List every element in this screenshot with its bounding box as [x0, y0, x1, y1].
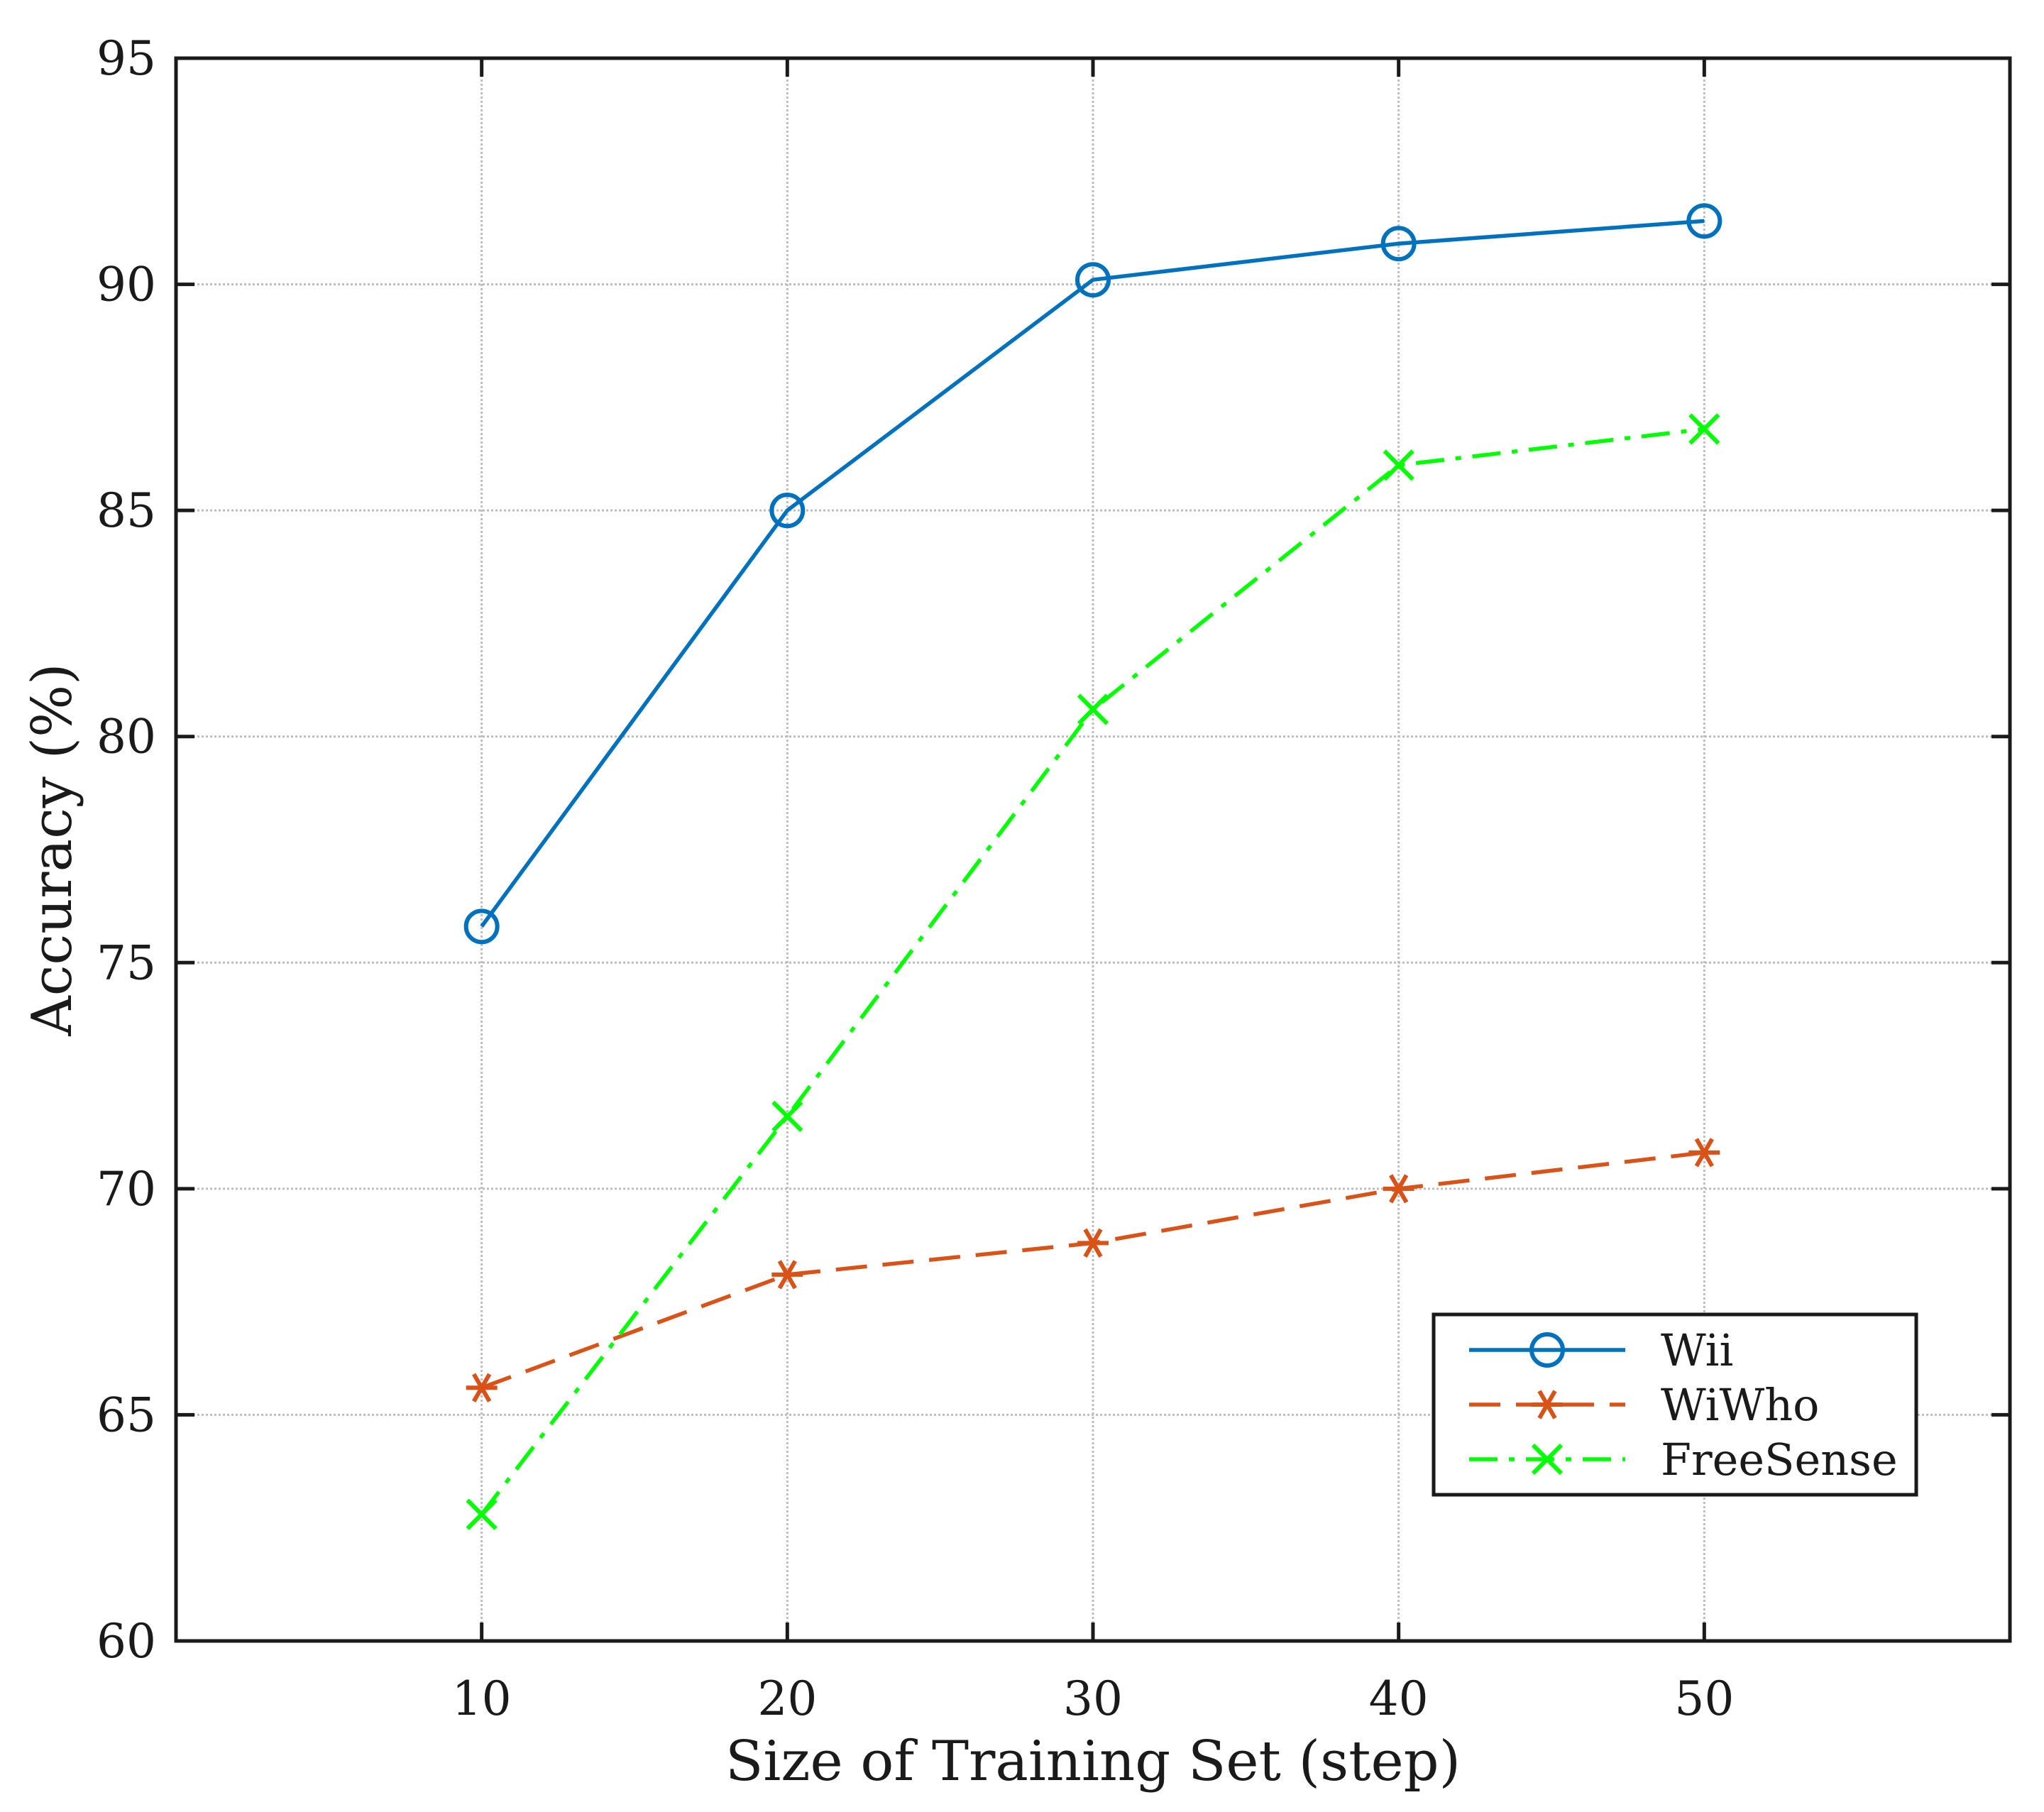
data-point-freesense-stroke [1383, 449, 1414, 481]
y-tick-label: 70 [97, 1162, 156, 1217]
x-tick-label: 40 [1369, 1671, 1429, 1726]
legend-marker-freesense-stroke [1531, 1443, 1564, 1476]
data-point-freesense [466, 1498, 498, 1530]
legend-item-wii: Wii [1469, 1324, 1733, 1376]
x-tick-label: 50 [1674, 1671, 1734, 1726]
x-tick-label: 10 [452, 1671, 512, 1726]
series-line-wii [480, 219, 1705, 928]
x-tick-label: 20 [757, 1671, 817, 1726]
data-point-wii [463, 908, 500, 945]
legend-marker-freesense [1531, 1443, 1564, 1476]
data-point-freesense-stroke [1077, 693, 1109, 725]
data-point-freesense-stroke [771, 1100, 803, 1133]
y-tick-label: 95 [97, 31, 156, 86]
data-point-wii [1686, 203, 1722, 239]
data-point-wiwho-stroke [472, 1373, 492, 1402]
data-point-wii [1075, 262, 1111, 298]
series-freesense [466, 413, 1720, 1530]
data-point-wiwho-stroke [1694, 1138, 1714, 1168]
legend-label-wii: Wii [1661, 1324, 1733, 1376]
y-tick-label: 80 [97, 710, 156, 764]
data-point-wii [1380, 226, 1417, 262]
data-point-wiwho [1688, 1138, 1720, 1168]
y-axis-title: Accuracy (%) [21, 663, 84, 1036]
data-point-wiwho [466, 1373, 498, 1402]
grid [176, 58, 2010, 1641]
y-tick-label: 65 [97, 1388, 156, 1442]
data-point-wiwho-stroke [777, 1260, 797, 1290]
data-point-freesense [1688, 413, 1720, 445]
data-point-freesense-stroke [466, 1498, 498, 1530]
series-line-freesense [480, 427, 1705, 1516]
data-point-wiwho [771, 1260, 803, 1290]
data-point-freesense [1077, 693, 1109, 725]
x-tick-label: 30 [1063, 1671, 1123, 1726]
legend-item-freesense: FreeSense [1469, 1434, 1898, 1486]
series-group [463, 203, 1722, 1530]
legend-marker-wiwho [1532, 1390, 1563, 1420]
data-point-wiwho [1077, 1228, 1109, 1258]
legend-item-wiwho: WiWho [1469, 1379, 1819, 1431]
legend-marker-wii [1529, 1332, 1565, 1368]
legend-box [1432, 1312, 1918, 1497]
data-point-wii [769, 493, 806, 529]
series-wiwho [466, 1138, 1720, 1402]
data-point-freesense [1383, 449, 1414, 481]
y-tick-label: 90 [97, 258, 156, 312]
data-point-freesense-stroke [1688, 413, 1720, 445]
legend-label-freesense: FreeSense [1661, 1434, 1898, 1486]
data-point-wiwho [1383, 1174, 1414, 1204]
legend-marker-wiwho-stroke [1537, 1390, 1557, 1420]
legend-label-wiwho: WiWho [1661, 1379, 1819, 1431]
data-point-wiwho-stroke [1083, 1228, 1103, 1258]
x-axis-title: Size of Training Set (step) [725, 1730, 1461, 1794]
axis-ticks: 10 20 30 40 50 60 65 70 75 80 85 90 95 [97, 31, 2010, 1726]
data-point-wiwho-stroke [1389, 1174, 1409, 1204]
y-tick-label: 60 [97, 1614, 156, 1669]
y-tick-label: 85 [97, 483, 156, 538]
y-tick-label: 75 [97, 935, 156, 990]
data-point-freesense [771, 1100, 803, 1133]
series-wii [463, 203, 1722, 945]
